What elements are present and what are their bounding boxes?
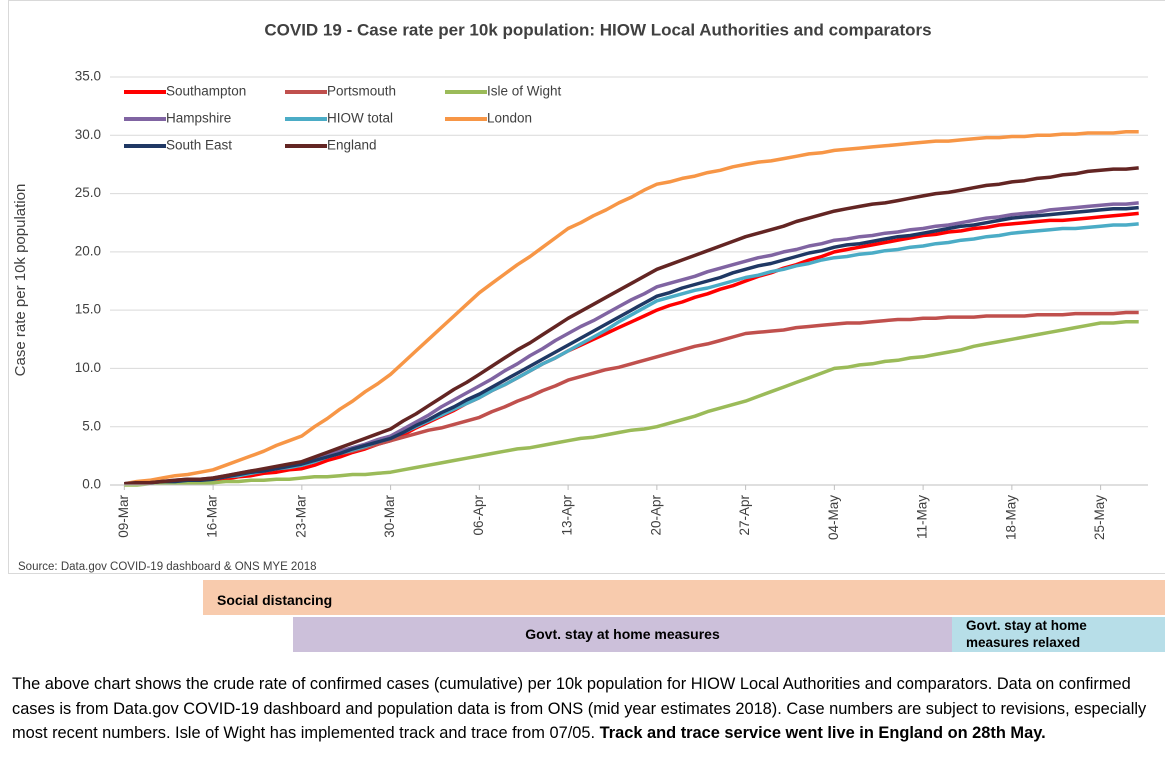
timeline-band: Social distancing [203, 580, 1165, 615]
y-tick-label: 20.0 [75, 243, 101, 258]
series-line [124, 205, 1139, 486]
x-tick-label: 16-Mar [205, 495, 220, 538]
footnote-bold: Track and trace service went live in Eng… [599, 724, 1046, 742]
x-tick-label: 09-Mar [116, 495, 131, 538]
footnote: The above chart shows the crude rate of … [12, 672, 1160, 746]
x-tick-label: 20-Apr [648, 495, 663, 536]
legend-label: Isle of Wight [487, 84, 562, 99]
source: Source: Data.gov COVID-19 dashboard & ON… [18, 561, 317, 573]
x-tick-label: 23-Mar [293, 495, 308, 538]
x-tick-label: 18-May [1003, 495, 1018, 540]
chart-frame [8, 0, 1165, 574]
x-tick-label: 27-Apr [737, 495, 752, 536]
series-line [124, 320, 1139, 487]
y-tick-label: 30.0 [75, 127, 101, 142]
footnote-text: The above chart shows the crude rate of … [12, 675, 1147, 742]
series-line [123, 130, 1139, 486]
series-line [124, 166, 1139, 486]
y-tick-label: 35.0 [75, 69, 101, 84]
legend-label: England [327, 138, 377, 153]
timeline-band: Govt. stay at home measures relaxed [952, 617, 1165, 652]
y-tick-label: 15.0 [75, 302, 101, 317]
series-line [124, 310, 1139, 486]
x-tick-label: 11-May [915, 495, 930, 539]
legend-label: South East [166, 138, 232, 153]
y-axis-label: Case rate per 10k population [12, 184, 29, 377]
y-tick-label: 0.0 [82, 477, 101, 492]
y-tick-label: 25.0 [75, 185, 101, 200]
legend-label: Southampton [166, 84, 246, 99]
timeline-band: Govt. stay at home measures [293, 617, 952, 652]
x-tick-label: 13-Apr [560, 495, 575, 536]
legend-label: Portsmouth [327, 84, 396, 99]
series-line [124, 211, 1139, 486]
chart: COVID 19 - Case rate per 10k population:… [8, 0, 1165, 574]
y-tick-label: 10.0 [75, 360, 101, 375]
x-tick-label: 30-Mar [382, 495, 397, 538]
legend-label: London [487, 111, 532, 126]
legend-label: HIOW total [327, 111, 393, 126]
x-tick-label: 04-May [826, 495, 841, 540]
y-tick-label: 5.0 [82, 418, 101, 433]
legend-label: Hampshire [166, 111, 231, 126]
x-tick-label: 25-May [1092, 495, 1107, 540]
chart-title: COVID 19 - Case rate per 10k population:… [264, 20, 931, 39]
x-tick-label: 06-Apr [471, 495, 486, 536]
